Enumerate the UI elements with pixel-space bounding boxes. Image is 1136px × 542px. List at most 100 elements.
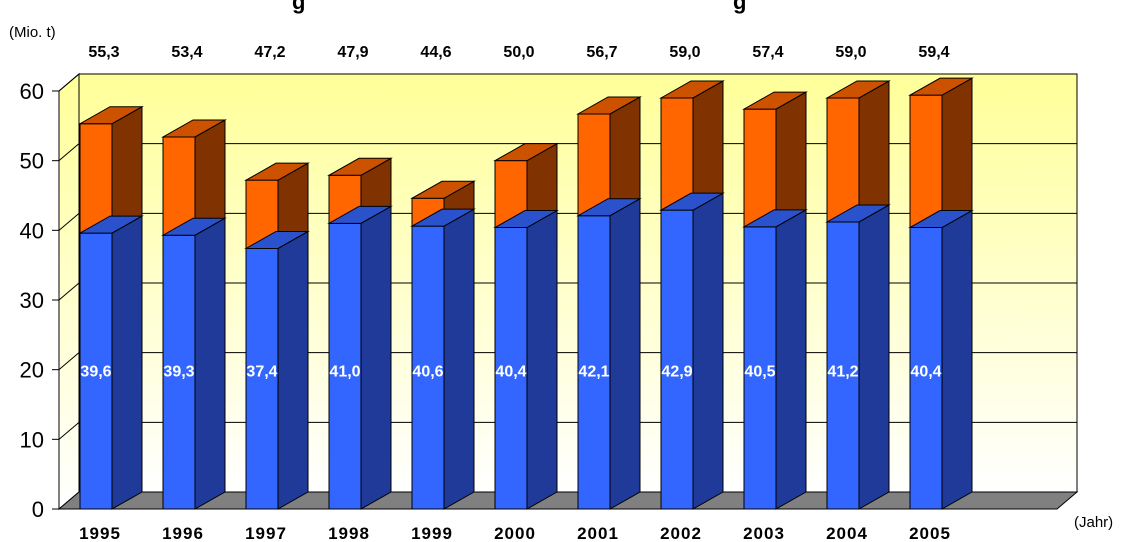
y-axis-unit-label: (Mio. t): [9, 24, 56, 41]
data-label-total: 57,4: [752, 44, 783, 61]
bar-segment-blue: [742, 208, 808, 510]
bar-segment-orange: [78, 105, 144, 234]
y-tick-label: 10: [20, 427, 44, 452]
bar-segment-orange-side: [941, 77, 973, 229]
bar-segment-orange: [659, 80, 725, 211]
bar-segment-blue-top: [410, 208, 476, 227]
x-tick-label: 1995: [79, 524, 121, 542]
y-tick-label: 60: [20, 79, 44, 104]
bar-segment-blue: [410, 208, 476, 510]
bar-segment-orange-top: [161, 119, 227, 138]
x-tick-label: 1997: [245, 524, 287, 542]
data-label-total: 53,4: [171, 44, 202, 61]
bar-segment-orange-side: [609, 96, 641, 217]
data-label-total: 59,4: [918, 44, 949, 61]
bar-segment-blue-top: [244, 230, 310, 249]
data-label-blue: 39,6: [80, 364, 111, 381]
y-tick-label: 40: [20, 218, 44, 243]
data-label-blue: 42,9: [661, 364, 692, 381]
gridline: [58, 73, 1077, 92]
data-label-total: 59,0: [669, 44, 700, 61]
bar-segment-blue-side: [443, 208, 475, 510]
data-label-blue: 39,3: [163, 364, 194, 381]
x-axis-unit-label: (Jahr): [1074, 514, 1113, 531]
data-label-total: 47,2: [254, 44, 285, 61]
bar-segment-blue-top: [742, 209, 808, 228]
bar-segment-blue: [78, 215, 144, 510]
bar-segment-blue: [327, 205, 393, 510]
bar-segment-blue-top: [908, 210, 974, 229]
bar-segment-blue-side: [277, 230, 309, 510]
bar-segment-orange-side: [692, 80, 724, 211]
x-tick-label: 1999: [411, 524, 453, 542]
bar-segment-orange-top: [78, 106, 144, 125]
bar-segment-orange-top: [493, 143, 559, 162]
bar-segment-orange-front: [743, 108, 777, 228]
data-label-total: 56,7: [586, 44, 617, 61]
bar-segment-orange-front: [826, 97, 860, 223]
bar-segment-blue: [659, 192, 725, 510]
bar-segment-blue-side: [194, 217, 226, 510]
bar-segment-orange: [825, 80, 891, 223]
bar-segment-orange-front: [79, 123, 113, 234]
bar-segment-blue-side: [692, 192, 724, 510]
data-label-blue: 40,4: [910, 364, 941, 381]
x-tick-label: 2003: [743, 524, 785, 542]
bar-segment-blue-top: [659, 192, 725, 211]
x-tick-label: 1998: [328, 524, 370, 542]
bar-segment-orange: [742, 91, 808, 228]
data-label-total: 59,0: [835, 44, 866, 61]
bar-segment-blue: [825, 204, 891, 510]
x-tick-label: 2001: [577, 524, 619, 542]
bar-segment-orange-top: [576, 96, 642, 115]
bar-segment-orange-top: [908, 77, 974, 96]
data-label-total: 47,9: [337, 44, 368, 61]
bar-segment-blue: [244, 230, 310, 510]
data-label-total: 55,3: [88, 44, 119, 61]
bar-segment-blue-top: [161, 217, 227, 236]
bar-segment-orange: [908, 77, 974, 229]
x-tick-label: 2004: [826, 524, 868, 542]
bar-segment-orange-side: [858, 80, 890, 223]
data-label-blue: 41,2: [827, 364, 858, 381]
chart-title-right: g: [733, 0, 746, 14]
x-tick-label: 2002: [660, 524, 702, 542]
data-label-blue: 40,5: [744, 364, 775, 381]
bar-segment-orange-top: [410, 180, 476, 199]
chart-title-left: g: [292, 0, 305, 14]
bar-segment-orange-side: [111, 105, 143, 234]
bar-segment-blue-side: [111, 215, 143, 510]
bar-segment-orange-top: [659, 80, 725, 99]
bar-segment-blue-front: [577, 215, 611, 510]
y-tick-label: 50: [20, 149, 44, 174]
plot-area: 0 10 20 30 40 50 60 39,6 55,3 1995 39,3 53,4 1996 37,…: [20, 44, 1079, 542]
bar-segment-blue-side: [858, 204, 890, 510]
bar-segment-blue-front: [660, 209, 694, 510]
x-tick-label: 2005: [909, 524, 951, 542]
bar-segment-blue: [908, 209, 974, 510]
data-label-total: 50,0: [503, 44, 534, 61]
bar-segment-blue: [576, 197, 642, 510]
bar-segment-blue: [493, 209, 559, 510]
bar-segment-orange: [244, 162, 310, 250]
bar-segment-orange-top: [825, 80, 891, 99]
data-label-blue: 40,4: [495, 364, 526, 381]
bar-segment-blue-side: [941, 209, 973, 510]
bar-segment-orange: [161, 119, 227, 237]
data-label-blue: 41,0: [329, 364, 360, 381]
data-label-blue: 37,4: [246, 364, 277, 381]
bar-segment-blue-top: [825, 204, 891, 223]
bar-segment-blue-side: [609, 197, 641, 510]
y-tick-label: 30: [20, 288, 44, 313]
bar-segment-blue-top: [327, 205, 393, 224]
bar-segment-orange: [576, 96, 642, 217]
bar-segment-orange-top: [244, 162, 310, 181]
bar-segment-blue-top: [78, 215, 144, 234]
bar-segment-orange-front: [909, 94, 943, 229]
data-label-blue: 42,1: [578, 364, 609, 381]
x-tick-label: 1996: [162, 524, 204, 542]
data-label-blue: 40,6: [412, 364, 443, 381]
bar-segment-blue-side: [526, 209, 558, 510]
y-tick-label: 20: [20, 358, 44, 383]
